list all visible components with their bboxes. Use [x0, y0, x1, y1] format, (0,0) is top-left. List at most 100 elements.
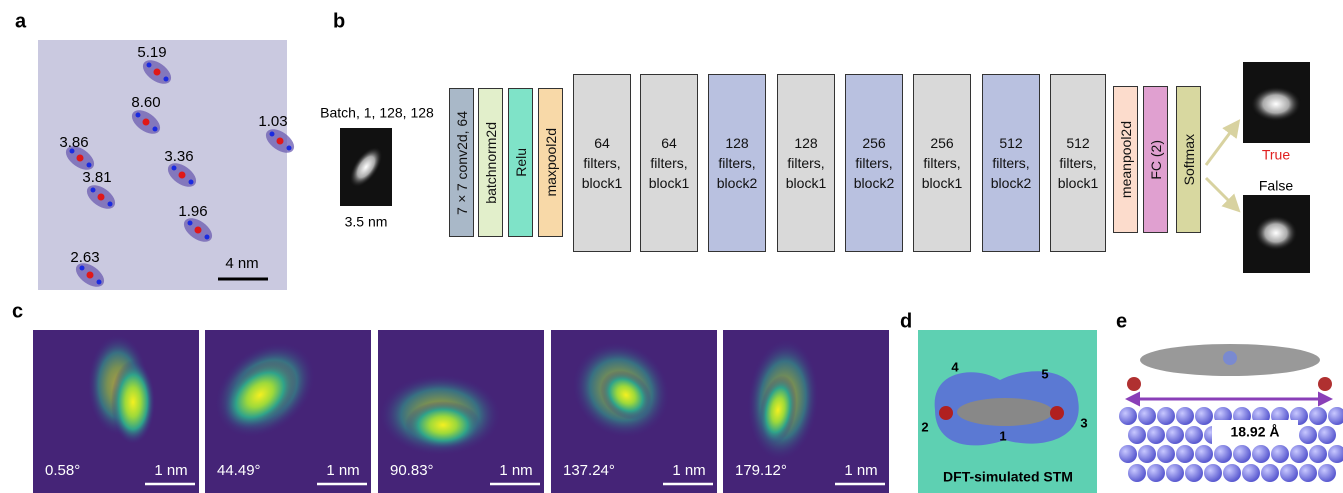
- marker: [195, 227, 202, 234]
- marker: [143, 119, 150, 126]
- figure: 18.92 Å a b c d e 4 nm Batch, 1, 128, 12…: [0, 0, 1343, 493]
- marker: [270, 132, 275, 137]
- substrate-atom: [1166, 464, 1184, 482]
- layer-label: 256 filters, block2: [848, 133, 900, 193]
- layer-label: 512 filters, block1: [1052, 133, 1104, 193]
- input-shape: Batch, 1, 128, 128: [320, 105, 434, 121]
- layer-label: 256 filters, block1: [916, 133, 968, 193]
- layer-label: 128 filters, block1: [780, 133, 832, 193]
- scale-bar-label: 1 nm: [844, 462, 877, 479]
- substrate-atom: [1119, 407, 1137, 425]
- scale-bar-label: 1 nm: [672, 462, 705, 479]
- marker: [164, 77, 169, 82]
- substrate-atom: [1318, 464, 1336, 482]
- marker: [98, 194, 105, 201]
- angle-label: 0.58°: [45, 462, 80, 479]
- stm-blob: [405, 401, 481, 449]
- substrate-atom: [1261, 464, 1279, 482]
- substrate-atom: [1157, 407, 1175, 425]
- marker: [87, 163, 92, 168]
- atom: [1318, 377, 1332, 391]
- annotation: 1.03: [258, 113, 287, 130]
- output-label: False: [1259, 178, 1293, 194]
- panel-label: e: [1116, 310, 1127, 332]
- marker: [277, 138, 284, 145]
- layer-label: maxpool2d: [543, 128, 559, 197]
- marker: [77, 155, 84, 162]
- angle-label: 90.83°: [390, 462, 434, 479]
- marker: [205, 235, 210, 240]
- substrate-atom: [1157, 445, 1175, 463]
- substrate-atom: [1299, 426, 1317, 444]
- substrate-atom: [1138, 407, 1156, 425]
- marker: [172, 166, 177, 171]
- marker: [108, 202, 113, 207]
- distance-label: 18.92 Å: [1230, 424, 1279, 440]
- marker: [188, 221, 193, 226]
- scale-bar-label: 1 nm: [154, 462, 187, 479]
- scale-bar-label: 1 nm: [499, 462, 532, 479]
- output-blob: [1254, 215, 1298, 251]
- substrate-atom: [1128, 426, 1146, 444]
- layer-box: 64 filters, block1: [573, 74, 631, 252]
- substrate-atom: [1195, 407, 1213, 425]
- marker: [91, 188, 96, 193]
- atom: [1223, 351, 1237, 365]
- scale-bar-label: 4 nm: [225, 255, 258, 272]
- substrate-atom: [1328, 445, 1343, 463]
- layer-box: 64 filters, block1: [640, 74, 698, 252]
- layer-label: Relu: [513, 148, 529, 177]
- substrate-atom: [1328, 407, 1343, 425]
- layer-box: 512 filters, block1: [1050, 74, 1106, 252]
- annotation: 2.63: [70, 249, 99, 266]
- substrate-atom: [1271, 445, 1289, 463]
- substrate-atom: [1176, 407, 1194, 425]
- atom: [1127, 377, 1141, 391]
- layer-label: 64 filters, block1: [576, 133, 628, 193]
- layer-box: Softmax: [1176, 86, 1201, 233]
- layer-box: batchnorm2d: [478, 88, 503, 237]
- marker: [287, 146, 292, 151]
- layer-box: meanpool2d: [1113, 86, 1138, 233]
- panel-label: c: [12, 300, 23, 322]
- substrate-atom: [1242, 464, 1260, 482]
- layer-label: Softmax: [1181, 134, 1197, 185]
- layer-box: 128 filters, block2: [708, 74, 766, 252]
- scale-bar-label: 1 nm: [326, 462, 359, 479]
- marker: [87, 272, 94, 279]
- substrate-atom: [1185, 426, 1203, 444]
- layer-label: 128 filters, block2: [711, 133, 763, 193]
- substrate-atom: [1147, 426, 1165, 444]
- output-label: True: [1262, 147, 1290, 163]
- molecule: [957, 398, 1053, 426]
- site-label: 4: [951, 359, 959, 374]
- caption: DFT-simulated STM: [943, 469, 1073, 485]
- output-blob: [1250, 86, 1302, 122]
- panel-label: a: [15, 10, 27, 32]
- substrate-atom: [1138, 445, 1156, 463]
- annotation: 3.36: [164, 148, 193, 165]
- substrate-atom: [1223, 464, 1241, 482]
- substrate-atom: [1309, 445, 1327, 463]
- annotation: 3.81: [82, 169, 111, 186]
- site-label: 2: [921, 419, 928, 434]
- marker: [179, 172, 186, 179]
- marker: [147, 63, 152, 68]
- panel-label: d: [900, 310, 912, 332]
- marker: [136, 113, 141, 118]
- substrate: [1119, 407, 1343, 482]
- annotation: 3.86: [59, 134, 88, 151]
- substrate-atom: [1309, 407, 1327, 425]
- atom: [939, 406, 953, 420]
- atom: [1050, 406, 1064, 420]
- marker: [154, 69, 161, 76]
- layer-box: 256 filters, block1: [913, 74, 971, 252]
- stm-blob: [111, 360, 155, 444]
- panel-label: b: [333, 10, 345, 32]
- annotation: 8.60: [131, 94, 160, 111]
- substrate-atom: [1290, 445, 1308, 463]
- layer-box: 256 filters, block2: [845, 74, 903, 252]
- layer-label: 7×7 conv2d, 64: [454, 111, 470, 215]
- site-label: 1: [999, 428, 1006, 443]
- layer-box: FC (2): [1143, 86, 1168, 233]
